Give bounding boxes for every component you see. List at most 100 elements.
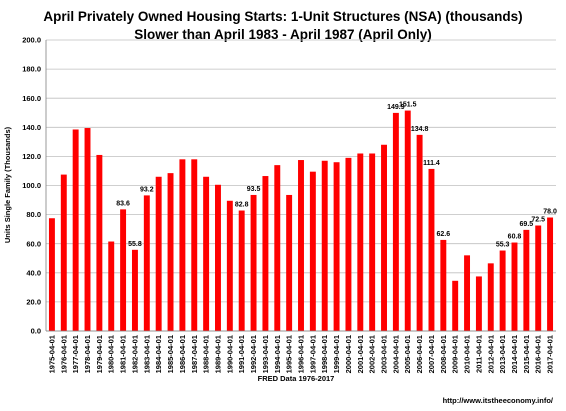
y-tick-label: 60.0 <box>26 239 41 248</box>
data-label: 93.5 <box>247 186 261 193</box>
x-tick-label: 1979-04-01 <box>95 335 104 373</box>
x-tick-label: 1999-04-01 <box>332 335 341 373</box>
x-tick-label: 1996-04-01 <box>297 335 306 373</box>
data-label: 62.6 <box>437 231 451 238</box>
x-tick-label: 2016-04-01 <box>534 335 543 373</box>
data-label: 72.5 <box>531 217 545 224</box>
bar <box>392 112 399 331</box>
bar <box>274 165 281 331</box>
data-label: 111.4 <box>423 160 440 167</box>
data-label: 151.5 <box>399 102 417 109</box>
x-tick-label: 1995-04-01 <box>285 335 294 373</box>
bar <box>250 194 257 331</box>
bar <box>547 217 554 331</box>
x-tick-label: 1994-04-01 <box>273 335 282 373</box>
bar <box>203 176 210 331</box>
bar <box>345 157 352 331</box>
y-axis-label: Units Single Family (Thousands) <box>3 126 12 243</box>
bar <box>286 194 293 331</box>
y-axis: 0.0 20.0 40.0 60.0 80.0 100.0 120.0 140.0 160.0 1… <box>22 36 47 336</box>
x-tick-label: 1977-04-01 <box>71 335 80 373</box>
data-label: 55.8 <box>128 241 142 248</box>
x-tick-label: 2003-04-01 <box>380 335 389 373</box>
bar <box>452 280 459 331</box>
x-tick-label: 2000-04-01 <box>344 335 353 373</box>
bar <box>511 242 518 331</box>
bar <box>262 176 269 331</box>
y-tick-label: 0.0 <box>31 327 41 336</box>
x-tick-label: 2009-04-01 <box>451 335 460 373</box>
bar <box>523 229 530 331</box>
x-axis: 1975-04-01 1976-04-01 1977-04-01 1978-04-01… <box>46 330 556 373</box>
bar <box>226 200 233 331</box>
y-tick-label: 20.0 <box>26 298 41 307</box>
x-tick-label: 2001-04-01 <box>356 335 365 373</box>
x-tick-label: 2004-04-01 <box>391 335 400 373</box>
x-tick-label: 1989-04-01 <box>213 335 222 373</box>
x-tick-label: 2011-04-01 <box>474 335 483 373</box>
bar <box>535 225 542 331</box>
x-tick-label: 1991-04-01 <box>237 335 246 373</box>
bar <box>333 162 340 331</box>
x-tick-label: 1980-04-01 <box>107 335 116 373</box>
bar <box>48 218 55 331</box>
x-tick-label: 1988-04-01 <box>202 335 211 373</box>
bar <box>321 160 328 331</box>
y-tick-label: 80.0 <box>26 210 41 219</box>
bar <box>84 128 91 331</box>
bar <box>191 159 198 331</box>
bar <box>357 153 364 331</box>
y-tick-label: 100.0 <box>22 181 41 190</box>
bar <box>120 209 127 331</box>
bar <box>60 174 67 331</box>
y-tick-label: 200.0 <box>22 36 41 45</box>
x-tick-label: 1976-04-01 <box>59 335 68 373</box>
x-tick-label: 2015-04-01 <box>522 335 531 373</box>
data-label: 82.8 <box>235 202 249 209</box>
x-tick-label: 2007-04-01 <box>427 335 436 373</box>
bar <box>499 250 506 331</box>
data-label: 134.8 <box>411 126 429 133</box>
x-tick-label: 2006-04-01 <box>415 335 424 373</box>
bar <box>381 144 387 331</box>
y-tick-label: 180.0 <box>22 65 41 74</box>
bar <box>215 184 221 331</box>
source-url: http://www.itstheeconomy.info/ <box>443 396 554 405</box>
data-label: 69.5 <box>520 221 534 228</box>
x-tick-label: 1981-04-01 <box>119 335 128 373</box>
y-tick-label: 160.0 <box>22 94 41 103</box>
bar <box>179 159 186 331</box>
chart-title: April Privately Owned Housing Starts: 1-… <box>43 9 522 24</box>
bar <box>108 241 115 331</box>
bar <box>309 171 316 331</box>
bar <box>464 255 471 331</box>
x-axis-label: FRED Data 1976-2017 <box>258 374 335 383</box>
bar <box>167 173 174 331</box>
x-tick-label: 2014-04-01 <box>510 335 519 373</box>
bar <box>72 129 79 331</box>
x-tick-label: 1992-04-01 <box>249 335 258 373</box>
bar <box>475 276 482 331</box>
bar <box>487 263 494 331</box>
bar <box>155 176 162 331</box>
bar <box>131 249 138 331</box>
x-tick-label: 2005-04-01 <box>403 335 412 373</box>
data-label: 60.8 <box>508 234 522 241</box>
data-label: 78.0 <box>543 209 557 216</box>
bar <box>440 239 447 331</box>
data-label: 93.2 <box>140 186 154 193</box>
x-tick-label: 1978-04-01 <box>83 335 92 373</box>
y-tick-label: 120.0 <box>22 152 41 161</box>
x-tick-label: 1990-04-01 <box>225 335 234 373</box>
x-tick-label: 1984-04-01 <box>154 335 163 373</box>
y-tick-label: 40.0 <box>26 268 41 277</box>
x-tick-label: 1987-04-01 <box>190 335 199 373</box>
bar-series <box>48 110 554 331</box>
x-tick-label: 1982-04-01 <box>130 335 139 373</box>
x-tick-label: 1975-04-01 <box>47 335 56 373</box>
x-tick-label: 1986-04-01 <box>178 335 187 373</box>
x-tick-label: 2012-04-01 <box>486 335 495 373</box>
